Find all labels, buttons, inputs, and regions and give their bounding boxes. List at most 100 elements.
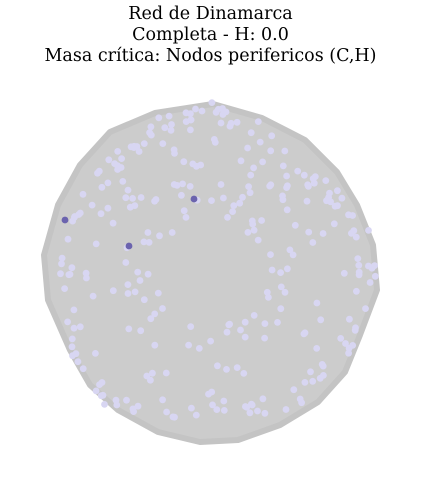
network-node (249, 220, 257, 228)
network-node (247, 171, 255, 179)
network-node (64, 318, 71, 326)
network-node (313, 299, 321, 307)
network-node (179, 180, 187, 188)
network-node (134, 268, 142, 276)
network-node (254, 236, 262, 244)
network-node (173, 182, 181, 189)
network-node (146, 129, 154, 137)
network-node (261, 409, 269, 417)
network-node (180, 158, 188, 166)
network-node (188, 404, 195, 412)
network-node (195, 345, 203, 352)
network-node (244, 229, 252, 236)
network-node (353, 287, 360, 295)
highlight-layer (61, 195, 198, 250)
network-node (162, 369, 170, 377)
network-node (223, 366, 230, 373)
network-node (109, 287, 117, 295)
network-node (217, 119, 225, 127)
network-node (92, 387, 100, 395)
network-node (254, 118, 262, 125)
network-node (226, 122, 234, 130)
network-node (88, 201, 96, 209)
network-node (147, 315, 155, 323)
network-node (317, 316, 325, 324)
network-node (233, 364, 241, 371)
network-node (178, 191, 185, 199)
network-node (192, 411, 200, 419)
network-node (113, 401, 121, 409)
network-node (122, 259, 130, 266)
network-node (284, 265, 291, 273)
network-node (289, 251, 297, 259)
network-node (250, 164, 257, 172)
network-node (350, 227, 358, 235)
network-node (92, 240, 100, 248)
network-node (210, 136, 218, 143)
network-node (92, 350, 99, 357)
network-node (161, 124, 169, 132)
network-node (313, 345, 321, 352)
network-node (197, 161, 205, 169)
network-node (284, 182, 291, 190)
network-node (68, 335, 76, 343)
network-node (69, 217, 76, 225)
network-node (246, 409, 254, 417)
network-node (304, 181, 312, 189)
network-node (114, 148, 122, 155)
network-node (239, 193, 246, 201)
network-node (241, 333, 249, 341)
network-node (99, 391, 107, 399)
network-node (248, 401, 256, 409)
network-node (229, 208, 237, 216)
network-node (261, 334, 268, 342)
network-node (268, 132, 276, 140)
network-node (109, 219, 117, 227)
network-node (140, 296, 148, 304)
network-node (137, 327, 145, 335)
network-node (334, 202, 341, 210)
network-node (122, 194, 130, 202)
network-node (309, 239, 317, 246)
network-node (104, 204, 112, 212)
network-node (263, 288, 271, 296)
network-node (294, 167, 302, 175)
highlighted-node (125, 242, 133, 250)
network-node (137, 194, 145, 201)
network-node (226, 320, 234, 328)
network-node (151, 197, 159, 205)
network-node (169, 413, 177, 421)
network-node (68, 343, 76, 351)
network-node (340, 269, 348, 277)
network-node (277, 305, 285, 313)
network-node (259, 395, 267, 403)
network-node (283, 172, 290, 180)
network-node (365, 262, 372, 270)
network-node (182, 109, 190, 117)
network-node (233, 118, 241, 126)
network-node (105, 156, 113, 164)
network-node (349, 212, 356, 219)
network-node (65, 271, 73, 279)
network-node (237, 326, 244, 334)
network-node (79, 365, 87, 373)
network-node (258, 217, 265, 224)
network-node (261, 320, 269, 327)
network-node (114, 162, 121, 170)
network-node (220, 194, 227, 202)
network-node (282, 406, 290, 413)
network-node (198, 107, 206, 115)
network-node (346, 315, 353, 323)
network-node (309, 377, 317, 385)
network-node (136, 277, 144, 284)
network-node (237, 157, 245, 165)
highlighted-node (190, 195, 198, 203)
network-node (354, 255, 362, 262)
network-node (241, 318, 249, 326)
network-node (79, 190, 87, 198)
network-node (163, 408, 171, 416)
network-node (334, 187, 341, 195)
network-node (118, 155, 125, 163)
network-node (155, 114, 163, 122)
network-node (126, 203, 134, 211)
